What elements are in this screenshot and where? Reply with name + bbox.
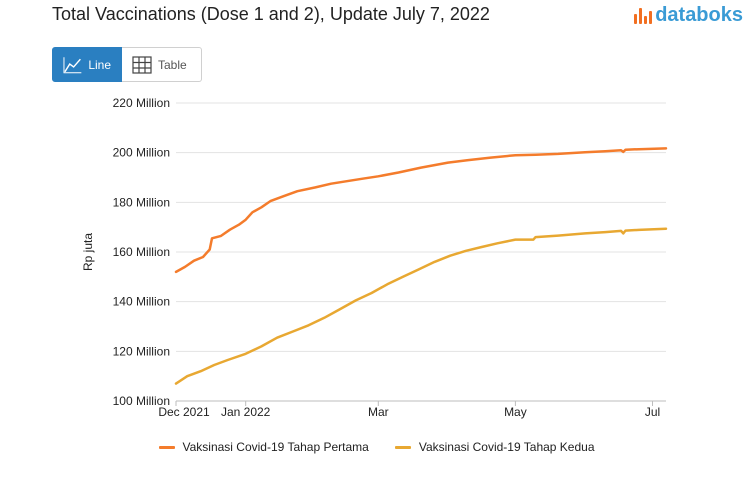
y-tick-label: 180 Million	[113, 195, 170, 209]
chart-legend: Vaksinasi Covid-19 Tahap Pertama Vaksina…	[0, 440, 753, 454]
y-axis-title: Rp juta	[81, 233, 95, 271]
y-tick-label: 100 Million	[113, 394, 170, 408]
databoks-logo-icon	[634, 7, 653, 24]
x-tick-label: Dec 2021	[158, 405, 210, 419]
legend-label-series-1: Vaksinasi Covid-19 Tahap Pertama	[182, 440, 369, 454]
legend-label-series-2: Vaksinasi Covid-19 Tahap Kedua	[418, 440, 595, 454]
y-tick-label: 220 Million	[113, 96, 170, 110]
y-tick-label: 160 Million	[113, 245, 170, 259]
line-view-label: Line	[88, 57, 111, 72]
line-view-button[interactable]: Line	[52, 47, 122, 82]
view-toggle: Line Table	[52, 47, 202, 82]
brand-logo[interactable]: databoks	[634, 4, 743, 27]
y-tick-label: 200 Million	[113, 146, 170, 160]
legend-item-series-2[interactable]: Vaksinasi Covid-19 Tahap Kedua	[394, 440, 595, 454]
table-view-label: Table	[158, 57, 187, 72]
legend-item-series-1[interactable]: Vaksinasi Covid-19 Tahap Pertama	[158, 440, 369, 454]
y-tick-label: 120 Million	[113, 344, 170, 358]
x-tick-label: May	[504, 405, 527, 419]
table-view-button[interactable]: Table	[122, 47, 202, 82]
chart-title: Total Vaccinations (Dose 1 and 2), Updat…	[52, 4, 490, 24]
legend-swatch-series-1	[158, 445, 175, 449]
x-tick-label: Jan 2022	[221, 405, 271, 419]
x-tick-label: Mar	[368, 405, 389, 419]
y-tick-label: 140 Million	[113, 295, 170, 309]
series-line-2	[174, 227, 668, 385]
line-chart-icon	[63, 56, 82, 73]
brand-name: databoks	[655, 4, 743, 26]
x-tick-label: Jul	[645, 405, 660, 419]
legend-swatch-series-2	[394, 445, 411, 449]
series-line-1	[174, 147, 668, 274]
table-grid-icon	[132, 55, 152, 74]
